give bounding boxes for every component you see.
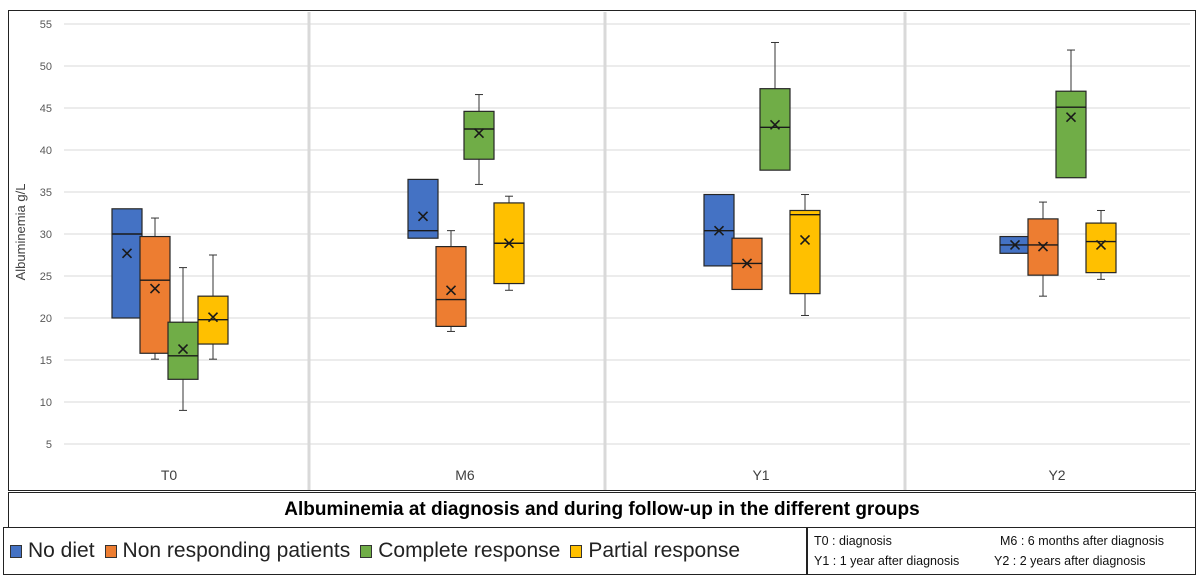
y-tick-label: 20	[40, 313, 52, 325]
legend-swatch	[570, 544, 583, 558]
mean-marker	[149, 283, 161, 294]
mean-marker	[417, 211, 429, 222]
y-tick-label: 5	[46, 439, 52, 451]
x-category-label: M6	[455, 467, 475, 483]
y-axis-label: Albuminemia g/L	[13, 184, 28, 281]
note-y2: Y2 : 2 years after diagnosis	[994, 554, 1146, 568]
mean-marker	[713, 225, 725, 236]
legend-label: Non responding patients	[122, 539, 351, 562]
note-t0: T0 : diagnosis	[814, 534, 892, 548]
y-tick-label: 40	[40, 145, 52, 157]
y-tick-label: 30	[40, 229, 52, 241]
legend-item-complete-response: Complete response	[360, 539, 560, 563]
box-partial-response	[1085, 222, 1117, 274]
legend-item-non-responding: Non responding patients	[104, 539, 351, 563]
box-complete-response	[759, 88, 791, 171]
box-no-diet	[407, 178, 439, 239]
chart-frame	[8, 10, 1196, 491]
mean-marker	[121, 248, 133, 259]
legend-swatch	[360, 544, 373, 558]
mean-marker	[503, 238, 515, 249]
mean-marker	[799, 234, 811, 245]
boxplot-chart: 5 10 15 20 25 30 35 40 45 50 55 Albuminemia g/L T0 M6…	[13, 12, 1190, 490]
box-complete-response	[167, 321, 199, 380]
y-tick-label: 45	[40, 103, 52, 115]
box-non-responding-patients	[435, 246, 467, 328]
x-category-label: Y1	[752, 467, 769, 483]
legend-item-partial-response: Partial response	[570, 539, 740, 563]
y-tick-label: 15	[40, 355, 52, 367]
y-tick-label: 35	[40, 187, 52, 199]
legend-label: No diet	[28, 539, 95, 562]
box-complete-response	[1055, 90, 1087, 179]
legend-swatch	[104, 544, 117, 558]
note-y1: Y1 : 1 year after diagnosis	[814, 554, 960, 568]
y-tick-label: 55	[40, 19, 52, 31]
timepoint-notes: T0 : diagnosis M6 : 6 months after diagn…	[807, 527, 1196, 575]
legend-item-no-diet: No diet	[10, 539, 95, 563]
box-non-responding-patients	[139, 235, 171, 354]
note-m6: M6 : 6 months after diagnosis	[1000, 534, 1164, 548]
y-tick-label: 50	[40, 61, 52, 73]
y-tick-label: 25	[40, 271, 52, 283]
mean-marker	[769, 119, 781, 130]
x-category-label: Y2	[1048, 467, 1065, 483]
chart-title: Albuminemia at diagnosis and during foll…	[284, 499, 920, 520]
mean-marker	[473, 128, 485, 139]
mean-marker	[741, 258, 753, 269]
legend-label: Partial response	[588, 539, 741, 562]
y-tick-label: 10	[40, 397, 52, 409]
mean-marker	[177, 344, 189, 355]
mean-marker	[1009, 239, 1021, 250]
mean-marker	[207, 312, 219, 323]
title-box: Albuminemia at diagnosis and during foll…	[8, 492, 1196, 528]
legend-swatch	[10, 544, 22, 558]
x-category-label: T0	[161, 467, 178, 483]
box-partial-response	[789, 209, 821, 295]
mean-marker	[1065, 112, 1077, 123]
mean-marker	[445, 285, 457, 296]
mean-marker	[1095, 239, 1107, 250]
box-no-diet	[111, 208, 143, 319]
box-complete-response	[463, 110, 495, 160]
mean-marker	[1037, 241, 1049, 252]
legend: No diet Non responding patients Complete…	[3, 527, 807, 575]
legend-label: Complete response	[378, 539, 561, 562]
